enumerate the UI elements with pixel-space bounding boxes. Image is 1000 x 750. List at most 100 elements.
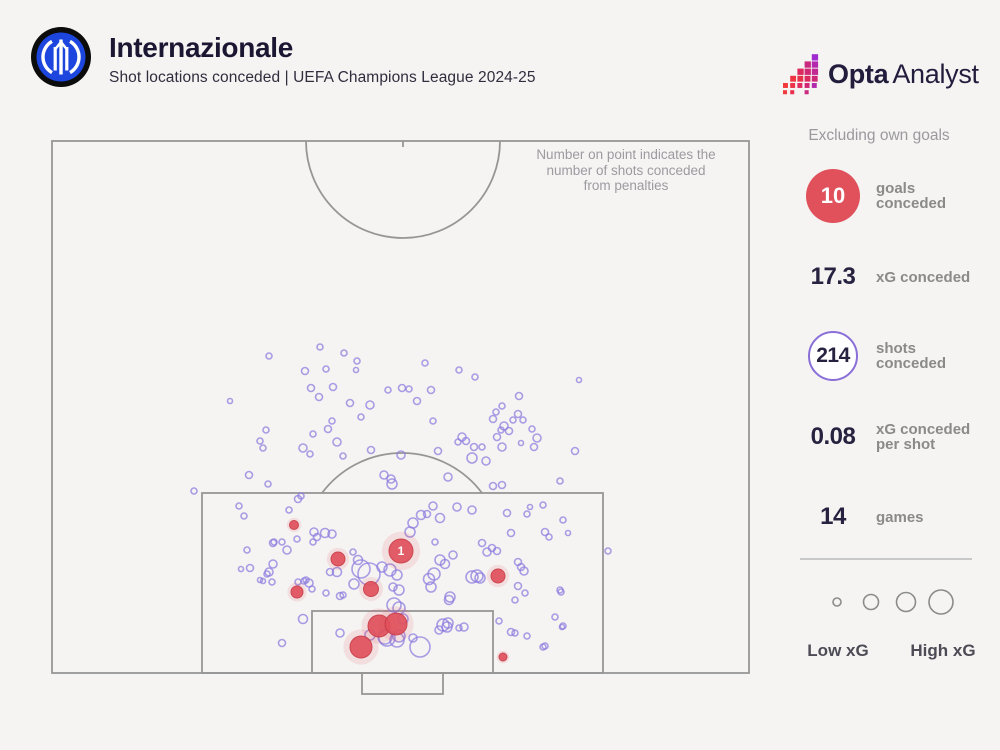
goal — [361, 672, 444, 695]
shot-point — [431, 538, 439, 546]
shot-point — [298, 443, 308, 453]
shot-point — [425, 581, 437, 593]
shot-point — [433, 446, 443, 456]
shot-point — [379, 470, 389, 480]
shot-point — [388, 582, 398, 592]
goals-conceded-layer: 1 — [286, 517, 510, 665]
shot-point — [352, 366, 360, 374]
shot-point — [190, 487, 198, 495]
shot-point — [282, 545, 292, 555]
xg-conceded-value: 17.3 — [810, 263, 856, 290]
shot-point — [306, 450, 314, 458]
shots-conceded-value: 214 — [816, 344, 850, 367]
shot-point — [240, 512, 248, 520]
shots-conceded-label: shots conceded — [876, 340, 947, 372]
shot-point — [405, 385, 413, 393]
shot-point — [316, 343, 324, 351]
shot-point — [422, 509, 432, 519]
shot-point — [415, 509, 427, 521]
xg-size-legend — [832, 589, 954, 615]
games-value: 14 — [820, 503, 846, 530]
shot-point — [323, 424, 333, 434]
annotation-line: from penalties — [583, 178, 669, 193]
shot-point — [511, 596, 519, 604]
shot-point — [293, 535, 301, 543]
shot-point — [492, 546, 502, 556]
shot-point — [532, 433, 542, 443]
shot-point — [492, 432, 502, 442]
shot-point — [297, 613, 309, 625]
goal-point — [290, 585, 304, 599]
goals-conceded-value: 10 — [820, 183, 846, 208]
shot-point — [519, 566, 529, 576]
stat-goals-conceded: 10 goals conceded — [790, 169, 1000, 223]
shot-point — [226, 397, 234, 405]
shot-point — [481, 456, 491, 466]
shot-point — [559, 622, 567, 630]
shot-point — [331, 566, 343, 578]
shot-point — [454, 438, 462, 446]
goal-point — [330, 551, 346, 567]
goal-point — [490, 568, 506, 584]
shot-point — [345, 398, 355, 408]
sidebar-divider — [800, 558, 972, 560]
shot-point — [513, 409, 523, 419]
page-subtitle: Shot locations conceded | UEFA Champions… — [109, 69, 536, 86]
shot-point — [506, 528, 516, 538]
shot-point — [357, 413, 365, 421]
shot-point — [348, 578, 360, 590]
centre-circle — [305, 140, 501, 239]
shot-point — [328, 417, 336, 425]
shot-point — [391, 569, 403, 581]
shot-point — [244, 470, 254, 480]
shot-point — [523, 632, 531, 640]
shot-point — [325, 567, 335, 577]
shot-point — [328, 382, 338, 392]
shot-point — [521, 589, 529, 597]
stat-xg-per-shot: 0.08 xG conceded per shot — [790, 415, 1000, 459]
shot-point — [351, 559, 371, 579]
shot-point — [497, 426, 505, 434]
games-label: games — [876, 508, 924, 526]
shot-point — [312, 532, 322, 542]
shot-point — [455, 366, 463, 374]
shot-point — [256, 576, 264, 584]
shot-point — [353, 357, 361, 365]
shot-point — [429, 417, 437, 425]
shot-point — [285, 506, 293, 514]
goal-point — [498, 652, 508, 662]
legend-size-circle — [862, 593, 880, 611]
header: Internazionale Shot locations conceded |… — [109, 33, 536, 87]
goal-point — [363, 581, 379, 597]
shot-point — [264, 480, 272, 488]
shot-point — [245, 563, 255, 573]
shot-point — [539, 501, 547, 509]
shot-point — [575, 376, 583, 384]
shot-point — [421, 359, 429, 367]
shot-point — [265, 352, 273, 360]
shot-point — [314, 392, 324, 402]
opta-pixel-bars-icon — [783, 54, 819, 95]
stat-games: 14 games — [790, 502, 1000, 532]
shot-point — [514, 391, 524, 401]
shot-point — [412, 396, 422, 406]
shot-point — [397, 383, 407, 393]
shot-point — [461, 436, 471, 446]
shots-conceded-layer — [190, 343, 612, 658]
shot-point — [322, 365, 330, 373]
penalty-arc — [321, 452, 483, 494]
pitch-outline — [51, 140, 750, 674]
shot-point — [306, 383, 316, 393]
shot-point — [262, 426, 270, 434]
annotation-line: Number on point indicates the — [536, 147, 716, 162]
shot-point — [384, 386, 392, 394]
brand-name-bold: Opta — [828, 58, 889, 89]
shot-point — [268, 538, 278, 548]
shot-point — [557, 588, 565, 596]
shot-point — [523, 510, 531, 518]
shot-point — [540, 527, 550, 537]
shot-point — [309, 430, 317, 438]
shot-point — [513, 581, 523, 591]
